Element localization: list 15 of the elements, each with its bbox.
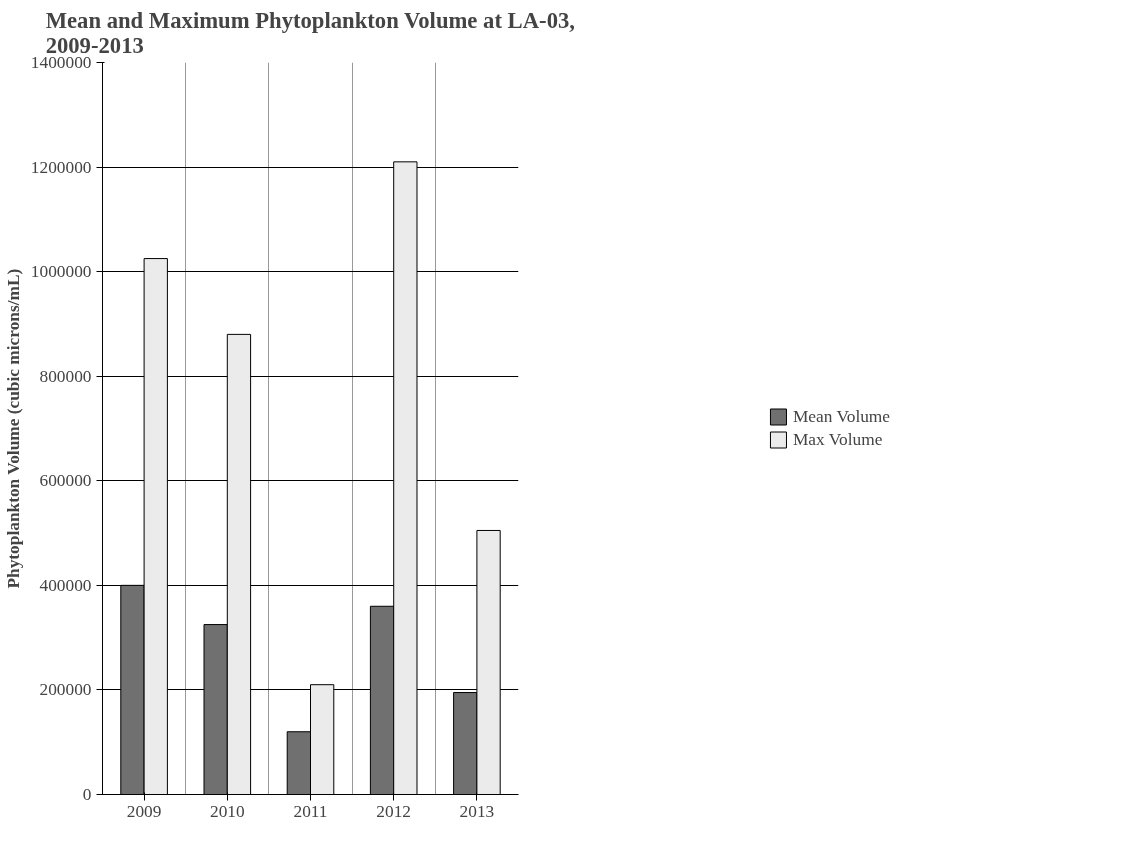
legend-label: Max Volume (792, 429, 883, 450)
legend-label: Mean Volume (792, 406, 891, 427)
y-tick-label: 400000 (39, 575, 92, 595)
x-tick-label: 2010 (209, 801, 245, 821)
y-tick-label: 600000 (39, 471, 92, 491)
x-tick-label: 2011 (293, 801, 328, 821)
y-axis-title: Phytoplankton Volume (cubic microns/mL) (3, 268, 23, 589)
x-tick-label: 2012 (376, 801, 412, 821)
x-tick-label: 2009 (126, 801, 162, 821)
y-tick-label: 1200000 (30, 157, 92, 177)
x-tick-label: 2013 (459, 801, 495, 821)
y-tick-label: 0 (82, 785, 92, 804)
y-tick-label: 1000000 (30, 262, 92, 282)
y-tick-label: 200000 (39, 680, 92, 700)
y-tick-label: 800000 (39, 366, 92, 386)
